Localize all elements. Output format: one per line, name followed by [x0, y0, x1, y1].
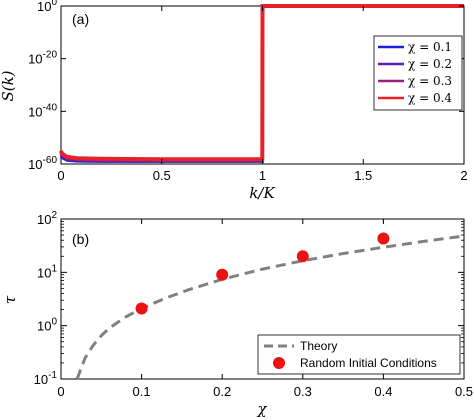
panel-b-legend: Theory Random Initial Conditions: [257, 334, 461, 375]
panel-a-ytick-label-1: 10-20: [28, 50, 57, 67]
panel-b-theory-line: [75, 234, 465, 380]
panel-a-xtick-label-3: 1.5: [354, 168, 372, 183]
panel-a-xtick-label-0: 0: [57, 168, 64, 183]
panel-b-xtick-label-1: 0.1: [133, 384, 151, 399]
panel-b-point-3: [377, 232, 390, 245]
panel-b-point-0: [135, 302, 148, 315]
panel-b-xlabel: χ: [256, 400, 267, 418]
panel-a-xtick-label-1: 0.5: [153, 168, 171, 183]
panel-b-chart: 0 0.1 0.2 0.3 0.4 0.5 102 101 100 10-1 (b) χ τ Th…: [1, 210, 473, 418]
panel-b-xtick-label-2: 0.2: [213, 384, 231, 399]
panel-a-legend-entry-2: χ = 0.3: [408, 74, 452, 88]
panel-b-point-1: [216, 268, 229, 281]
panel-a-ytick-label-3: 10-60: [28, 155, 57, 172]
panel-b-xtick-label-3: 0.3: [294, 384, 312, 399]
panel-a-legend-entry-3: χ = 0.4: [408, 91, 452, 105]
panel-b-point-2: [296, 250, 309, 263]
panel-b-legend-box: [257, 334, 461, 375]
panel-a-legend-entry-0: χ = 0.1: [408, 40, 452, 54]
panel-a-chart: 0 0.5 1 1.5 2 100 10-20 10-40 10-60 (a) k/K S(k)…: [0, 0, 468, 202]
panel-b-ticks: 0 0.1 0.2 0.3 0.4 0.5 102 101 100 10-1: [34, 210, 473, 399]
panel-a-ytick-label-0: 100: [37, 0, 57, 14]
panel-a-ticks: 0 0.5 1 1.5 2 100 10-20 10-40 10-60: [28, 0, 468, 183]
panel-b-xtick-label-0: 0: [57, 384, 64, 399]
panel-b-theory-group: [75, 234, 465, 380]
panel-b-ytick-label-2: 100: [37, 317, 57, 334]
panel-b-legend-points-swatch: [273, 357, 285, 369]
panel-b-xtick-label-4: 0.4: [374, 384, 392, 399]
panel-b-ytick-label-1: 101: [37, 263, 57, 280]
panel-b-points-group: [135, 232, 390, 315]
panel-a-legend: χ = 0.1 χ = 0.2 χ = 0.3 χ = 0.4: [373, 35, 463, 111]
panel-b-ylabel: τ: [1, 295, 19, 304]
panel-b-xtick-label-5: 0.5: [455, 384, 473, 399]
panel-a-label: (a): [72, 11, 89, 27]
panel-b-legend-theory-label: Theory: [300, 339, 337, 353]
panel-b-legend-points-label: Random Initial Conditions: [300, 356, 437, 370]
panel-b-ytick-label-0: 102: [37, 210, 57, 227]
panel-b-frame: [60, 218, 465, 380]
panel-a-xtick-label-2: 1: [259, 168, 266, 183]
panel-a-ytick-label-2: 10-40: [28, 102, 57, 119]
panel-b-label: (b): [72, 231, 89, 247]
panel-a-xtick-label-4: 2: [460, 168, 467, 183]
panel-a-legend-entry-1: χ = 0.2: [408, 57, 452, 71]
panel-b-ytick-label-3: 10-1: [34, 370, 58, 387]
panel-a-ylabel: S(k): [0, 70, 17, 101]
panel-a-xlabel: k/K: [249, 184, 275, 202]
